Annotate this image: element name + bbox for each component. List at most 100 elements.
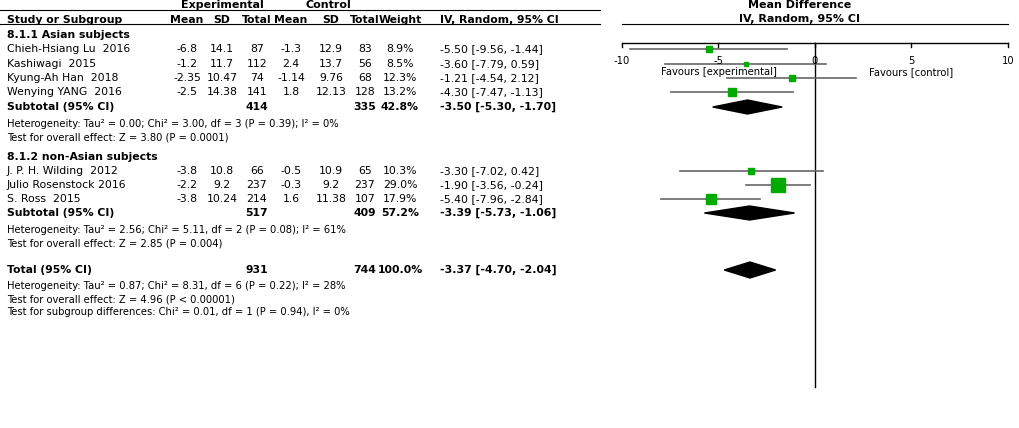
Text: Total (95% CI): Total (95% CI)	[7, 265, 92, 275]
Text: Subtotal (95% CI): Subtotal (95% CI)	[7, 208, 114, 218]
Text: Heterogeneity: Tau² = 0.87; Chi² = 8.31, df = 6 (P = 0.22); I² = 28%: Heterogeneity: Tau² = 0.87; Chi² = 8.31,…	[7, 281, 345, 291]
Text: 10.47: 10.47	[206, 73, 237, 83]
Text: 107: 107	[355, 194, 375, 204]
Text: 8.9%: 8.9%	[386, 44, 414, 54]
Polygon shape	[712, 100, 782, 114]
Text: -3.60 [-7.79, 0.59]: -3.60 [-7.79, 0.59]	[439, 59, 539, 69]
Text: Kashiwagi  2015: Kashiwagi 2015	[7, 59, 96, 69]
Text: Test for overall effect: Z = 3.80 (P = 0.0001): Test for overall effect: Z = 3.80 (P = 0…	[7, 132, 228, 142]
Text: Total: Total	[350, 15, 379, 25]
Text: -0.3: -0.3	[280, 180, 302, 190]
Text: Total: Total	[242, 15, 271, 25]
Text: Test for overall effect: Z = 4.96 (P < 0.00001): Test for overall effect: Z = 4.96 (P < 0…	[7, 294, 234, 304]
Text: -6.8: -6.8	[176, 44, 198, 54]
Text: -5: -5	[713, 56, 722, 66]
Text: Control: Control	[305, 0, 351, 10]
Text: -5.50 [-9.56, -1.44]: -5.50 [-9.56, -1.44]	[439, 44, 542, 54]
Text: 56: 56	[358, 59, 372, 69]
Text: 68: 68	[358, 73, 372, 83]
Text: -5.40 [-7.96, -2.84]: -5.40 [-7.96, -2.84]	[439, 194, 542, 204]
Text: Mean: Mean	[170, 15, 204, 25]
Text: 12.13: 12.13	[315, 87, 346, 97]
Text: SD: SD	[213, 15, 230, 25]
Text: 414: 414	[246, 102, 268, 112]
Text: 128: 128	[355, 87, 375, 97]
Text: Mean: Mean	[274, 15, 308, 25]
Text: 214: 214	[247, 194, 267, 204]
Text: -3.37 [-4.70, -2.04]: -3.37 [-4.70, -2.04]	[439, 265, 556, 275]
Text: 10.24: 10.24	[206, 194, 237, 204]
Text: 2.4: 2.4	[282, 59, 300, 69]
Text: 12.3%: 12.3%	[382, 73, 417, 83]
Text: Favours [experimental]: Favours [experimental]	[660, 67, 775, 77]
Text: 5: 5	[908, 56, 914, 66]
Text: 11.7: 11.7	[210, 59, 233, 69]
Text: -3.50 [-5.30, -1.70]: -3.50 [-5.30, -1.70]	[439, 102, 555, 112]
Text: 11.38: 11.38	[315, 194, 346, 204]
Text: -3.39 [-5.73, -1.06]: -3.39 [-5.73, -1.06]	[439, 208, 555, 218]
Text: Chieh-Hsiang Lu  2016: Chieh-Hsiang Lu 2016	[7, 44, 130, 54]
Text: Subtotal (95% CI): Subtotal (95% CI)	[7, 102, 114, 112]
Text: 112: 112	[247, 59, 267, 69]
Text: 10.9: 10.9	[319, 166, 342, 176]
Text: 66: 66	[250, 166, 264, 176]
Text: 409: 409	[354, 208, 376, 218]
Text: 87: 87	[250, 44, 264, 54]
Text: 10.3%: 10.3%	[382, 166, 417, 176]
Text: Weight: Weight	[378, 15, 421, 25]
Text: 0: 0	[811, 56, 817, 66]
Text: 1.6: 1.6	[282, 194, 300, 204]
Text: Test for subgroup differences: Chi² = 0.01, df = 1 (P = 0.94), I² = 0%: Test for subgroup differences: Chi² = 0.…	[7, 307, 350, 317]
Text: Mean Difference: Mean Difference	[748, 0, 851, 10]
Text: -2.2: -2.2	[176, 180, 198, 190]
Text: -0.5: -0.5	[280, 166, 302, 176]
Text: 17.9%: 17.9%	[382, 194, 417, 204]
Text: 13.2%: 13.2%	[382, 87, 417, 97]
Text: IV, Random, 95% CI: IV, Random, 95% CI	[739, 14, 860, 24]
Text: 237: 237	[247, 180, 267, 190]
Text: 13.7: 13.7	[319, 59, 342, 69]
Text: 74: 74	[250, 73, 264, 83]
Text: Heterogeneity: Tau² = 2.56; Chi² = 5.11, df = 2 (P = 0.08); I² = 61%: Heterogeneity: Tau² = 2.56; Chi² = 5.11,…	[7, 225, 345, 235]
Text: 335: 335	[354, 102, 376, 112]
Text: 29.0%: 29.0%	[382, 180, 417, 190]
Text: -3.8: -3.8	[176, 166, 198, 176]
Text: 931: 931	[246, 265, 268, 275]
Text: 8.5%: 8.5%	[386, 59, 414, 69]
Polygon shape	[723, 262, 774, 278]
Text: 100.0%: 100.0%	[377, 265, 422, 275]
Text: 141: 141	[247, 87, 267, 97]
Text: -1.90 [-3.56, -0.24]: -1.90 [-3.56, -0.24]	[439, 180, 542, 190]
Text: 517: 517	[246, 208, 268, 218]
Text: 14.38: 14.38	[207, 87, 237, 97]
Text: -1.14: -1.14	[277, 73, 305, 83]
Text: Test for overall effect: Z = 2.85 (P = 0.004): Test for overall effect: Z = 2.85 (P = 0…	[7, 238, 222, 248]
Text: 744: 744	[354, 265, 376, 275]
Text: Experimental: Experimental	[180, 0, 263, 10]
Text: -10: -10	[613, 56, 630, 66]
Text: -1.21 [-4.54, 2.12]: -1.21 [-4.54, 2.12]	[439, 73, 538, 83]
Text: 10.8: 10.8	[210, 166, 233, 176]
Text: 1.8: 1.8	[282, 87, 300, 97]
Text: 65: 65	[358, 166, 372, 176]
Text: 83: 83	[358, 44, 372, 54]
Text: 42.8%: 42.8%	[381, 102, 419, 112]
Text: Study or Subgroup: Study or Subgroup	[7, 15, 122, 25]
Text: -1.3: -1.3	[280, 44, 302, 54]
Text: J. P. H. Wilding  2012: J. P. H. Wilding 2012	[7, 166, 118, 176]
Text: 10: 10	[1001, 56, 1013, 66]
Text: 57.2%: 57.2%	[381, 208, 419, 218]
Text: SD: SD	[322, 15, 339, 25]
Polygon shape	[704, 206, 794, 220]
Text: -1.2: -1.2	[176, 59, 198, 69]
Text: -4.30 [-7.47, -1.13]: -4.30 [-7.47, -1.13]	[439, 87, 542, 97]
Text: 8.1.2 non-Asian subjects: 8.1.2 non-Asian subjects	[7, 152, 158, 162]
Text: -2.5: -2.5	[176, 87, 198, 97]
Text: 237: 237	[355, 180, 375, 190]
Text: Kyung-Ah Han  2018: Kyung-Ah Han 2018	[7, 73, 118, 83]
Text: IV, Random, 95% CI: IV, Random, 95% CI	[439, 15, 558, 25]
Text: -2.35: -2.35	[173, 73, 201, 83]
Text: Julio Rosenstock 2016: Julio Rosenstock 2016	[7, 180, 126, 190]
Text: Wenying YANG  2016: Wenying YANG 2016	[7, 87, 121, 97]
Text: 14.1: 14.1	[210, 44, 233, 54]
